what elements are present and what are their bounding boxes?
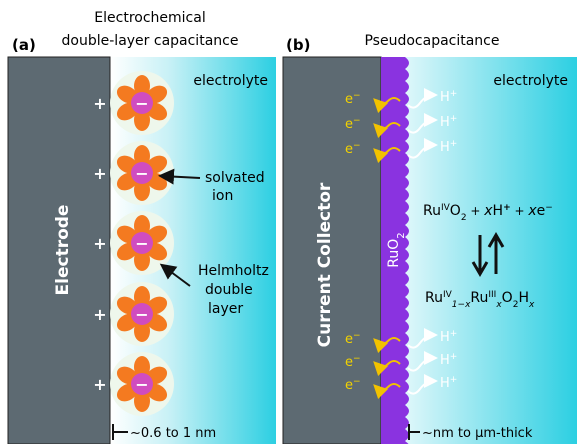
panel-title: Pseudocapacitance (364, 33, 499, 49)
text: + (450, 352, 458, 362)
panel-label: (a) (12, 36, 36, 54)
text: + (450, 89, 458, 99)
text: − (353, 116, 361, 126)
figure: (a) Electrochemical double-layer capacit… (0, 0, 577, 444)
text: − (353, 377, 361, 387)
text: + (503, 203, 511, 213)
electrode-charge: + (93, 94, 106, 113)
text: Ru (470, 290, 488, 306)
annotation: Helmholtz (198, 263, 269, 279)
ion-charge: − (135, 375, 148, 394)
text: − (353, 141, 361, 151)
electrode-charge: + (93, 305, 106, 324)
text: Ru (423, 203, 441, 219)
panel-label: (b) (286, 36, 310, 54)
text: H (440, 140, 450, 155)
text: RuO (386, 239, 402, 268)
annotation: solvated (205, 170, 265, 186)
text: + (467, 204, 485, 218)
text: e (345, 378, 353, 393)
text: − (545, 203, 553, 213)
electrolyte-region (405, 57, 577, 444)
text: e (345, 142, 353, 157)
scale-label: ~nm to μm-thick (422, 426, 533, 441)
text: + (511, 204, 529, 218)
text: x (528, 300, 535, 310)
ion-charge: − (135, 234, 148, 253)
text: − (353, 354, 361, 364)
scale-label: ~0.6 to 1 nm (130, 426, 216, 441)
electrolyte-label: electrolyte (493, 73, 568, 89)
text: e (537, 203, 546, 219)
electrode-label: Electrode (53, 205, 73, 296)
text: + (450, 329, 458, 339)
text: + (450, 375, 458, 385)
text: O (502, 290, 513, 306)
ion-charge: − (135, 305, 148, 324)
text: IV (443, 290, 453, 300)
text: III (488, 290, 496, 300)
text: e (345, 92, 353, 107)
text: H (440, 330, 450, 345)
text: H (440, 90, 450, 105)
text: e (345, 355, 353, 370)
electrode-charge: + (93, 164, 106, 183)
annotation: ion (212, 188, 233, 204)
text: 1−x (452, 300, 471, 310)
electrode-charge: + (93, 234, 106, 253)
text: e (345, 117, 353, 132)
electrode-charge: + (93, 375, 106, 394)
text: Ru (425, 290, 443, 306)
ion-charge: − (135, 94, 148, 113)
text: − (353, 331, 361, 341)
ion-charge: − (135, 164, 148, 183)
text: H (440, 376, 450, 391)
text: H (518, 290, 529, 306)
text: O (450, 203, 461, 219)
text: e (345, 332, 353, 347)
panel-title: double-layer capacitance (62, 33, 239, 49)
text: + (450, 114, 458, 124)
page: {"panels":[ {"label":"(a)","title":["Ele… (0, 0, 577, 444)
text: 2 (396, 232, 407, 238)
panel-title: Electrochemical (94, 10, 205, 26)
electrolyte-label: electrolyte (193, 73, 268, 89)
text: + (450, 139, 458, 149)
text: H (440, 115, 450, 130)
text: H (493, 203, 504, 219)
text: − (353, 91, 361, 101)
text: H (440, 353, 450, 368)
annotation: layer (208, 301, 243, 317)
collector-label: Current Collector (315, 182, 335, 347)
annotation: double (205, 282, 253, 298)
